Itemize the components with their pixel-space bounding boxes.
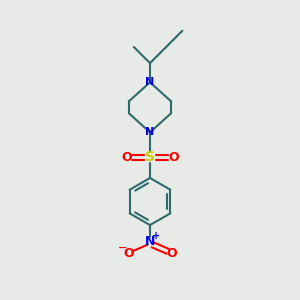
- Text: N: N: [146, 77, 154, 87]
- Text: O: O: [121, 151, 132, 164]
- Text: O: O: [124, 247, 134, 260]
- Text: N: N: [146, 127, 154, 137]
- Text: O: O: [168, 151, 179, 164]
- Text: N: N: [145, 235, 155, 248]
- Text: O: O: [166, 247, 176, 260]
- Text: +: +: [152, 231, 160, 241]
- Text: −: −: [118, 243, 127, 253]
- Text: S: S: [145, 150, 155, 164]
